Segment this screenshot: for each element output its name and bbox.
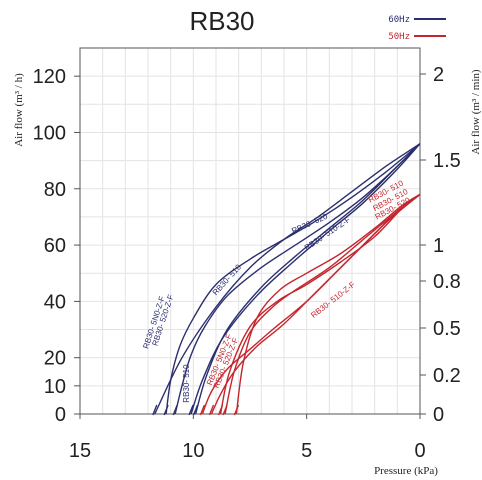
y-tick-label: 40 (44, 291, 66, 313)
y-tick-label: 60 (44, 235, 66, 257)
y-tick-label: 0 (55, 404, 66, 426)
series-start-mark (192, 404, 199, 416)
series-start-mark (233, 404, 240, 416)
series-start-mark (222, 404, 228, 416)
x-tick-label: 15 (69, 440, 91, 462)
series-start-mark (217, 404, 224, 416)
series-line-50hz-8 (219, 193, 421, 415)
y2-tick-label: 1 (433, 235, 444, 257)
legend-entry-50hz: 50Hz (388, 32, 410, 42)
series-start-mark (163, 404, 169, 416)
series-line-60hz-3 (194, 143, 421, 415)
curve-label: RB30- 510-Z-F (309, 280, 357, 320)
series-line-60hz-4 (190, 143, 421, 415)
y2-axis-label: Air flow (m³ / min) (470, 69, 482, 155)
y2-tick-label: 0.5 (433, 318, 461, 340)
curve-label: RB30- 510 (182, 364, 191, 403)
series-line-50hz-6 (210, 193, 421, 415)
grid (79, 47, 421, 415)
y-axis-label: Air flow (m³ / h) (13, 73, 25, 147)
y2-tick-label: 1.5 (433, 150, 461, 172)
y-tick-label: 120 (33, 66, 66, 88)
x-tick-label: 5 (301, 440, 312, 462)
x-tick-label: 0 (414, 440, 425, 462)
series-start-mark (208, 404, 215, 416)
y2-tick-label: 2 (433, 64, 444, 86)
start-marks (152, 404, 240, 416)
y-tick-label: 80 (44, 179, 66, 201)
y2-tick-label: 0.8 (433, 271, 461, 293)
x-tick-label: 10 (182, 440, 204, 462)
series-start-mark (199, 404, 206, 416)
series-start-mark (172, 404, 178, 416)
y-tick-label: 100 (33, 122, 66, 144)
series-start-mark (188, 404, 194, 416)
y2-tick-label: 0 (433, 404, 444, 426)
series-line-50hz-9 (224, 193, 421, 415)
y-tick-label: 10 (44, 376, 66, 398)
series-line-50hz-7 (235, 193, 421, 415)
legend-entry-60hz: 60Hz (388, 15, 410, 25)
series-line-60hz-0 (165, 143, 421, 415)
y-tick-label: 20 (44, 348, 66, 370)
series-lines (154, 143, 421, 415)
x-axis-label: Pressure (kPa) (374, 465, 438, 477)
chart-title: RB30 (189, 6, 254, 36)
series-line-60hz-2 (154, 143, 421, 415)
y2-tick-label: 0.2 (433, 365, 461, 387)
legend: 60Hz 50Hz (388, 15, 446, 42)
series-line-60hz-1 (174, 143, 421, 415)
series-start-mark (152, 404, 158, 416)
plot-frame (79, 47, 421, 415)
